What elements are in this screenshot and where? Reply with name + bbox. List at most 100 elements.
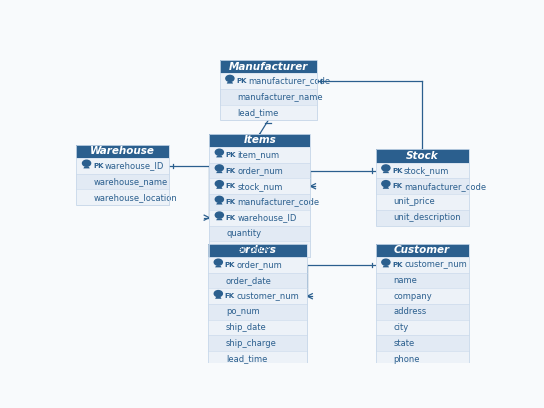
Text: FK: FK — [226, 199, 236, 205]
Text: ship_charge: ship_charge — [226, 339, 277, 348]
Text: manufacturer_code: manufacturer_code — [238, 197, 320, 206]
Polygon shape — [216, 155, 222, 157]
Circle shape — [215, 212, 224, 218]
Text: customer_num: customer_num — [404, 260, 467, 269]
Text: phone: phone — [393, 355, 420, 364]
Text: name: name — [393, 276, 417, 285]
Text: Items: Items — [244, 135, 276, 145]
Text: FK: FK — [225, 293, 235, 299]
FancyBboxPatch shape — [376, 304, 468, 320]
Polygon shape — [83, 166, 90, 169]
FancyBboxPatch shape — [376, 210, 468, 226]
Polygon shape — [216, 218, 222, 220]
Text: unit_price: unit_price — [393, 197, 435, 206]
FancyBboxPatch shape — [220, 60, 317, 73]
Polygon shape — [215, 266, 221, 267]
Text: manufacturer_code: manufacturer_code — [248, 77, 330, 86]
FancyBboxPatch shape — [376, 335, 468, 351]
FancyBboxPatch shape — [208, 304, 307, 320]
Text: orders: orders — [239, 245, 277, 255]
Text: PK: PK — [236, 78, 247, 84]
FancyBboxPatch shape — [76, 145, 169, 158]
Circle shape — [83, 160, 91, 166]
Text: order_num: order_num — [238, 166, 283, 175]
FancyBboxPatch shape — [209, 178, 311, 194]
Polygon shape — [382, 171, 389, 173]
Text: warehouse_ID: warehouse_ID — [238, 213, 297, 222]
FancyBboxPatch shape — [76, 189, 169, 205]
FancyBboxPatch shape — [208, 351, 307, 367]
Text: PK: PK — [392, 262, 403, 268]
FancyBboxPatch shape — [376, 244, 468, 257]
Text: order_date: order_date — [226, 276, 272, 285]
FancyBboxPatch shape — [76, 174, 169, 189]
FancyBboxPatch shape — [376, 163, 468, 178]
Text: Warehouse: Warehouse — [90, 146, 155, 156]
Text: warehouse_location: warehouse_location — [94, 193, 178, 202]
Text: city: city — [393, 323, 409, 332]
Polygon shape — [382, 266, 389, 267]
Polygon shape — [382, 187, 389, 189]
Text: state: state — [393, 339, 415, 348]
Circle shape — [214, 259, 222, 265]
Text: po_num: po_num — [226, 307, 259, 317]
Text: customer_num: customer_num — [237, 292, 299, 301]
FancyBboxPatch shape — [209, 134, 311, 147]
FancyBboxPatch shape — [376, 244, 469, 368]
Text: manufacturer_name: manufacturer_name — [238, 92, 323, 101]
Circle shape — [215, 149, 224, 155]
Text: PK: PK — [93, 163, 103, 169]
FancyBboxPatch shape — [376, 351, 468, 367]
Text: Customer: Customer — [394, 245, 450, 255]
FancyBboxPatch shape — [208, 335, 307, 351]
Text: quantity: quantity — [227, 229, 262, 238]
Text: Stock: Stock — [406, 151, 438, 161]
FancyBboxPatch shape — [208, 273, 307, 288]
FancyBboxPatch shape — [77, 145, 170, 206]
Text: stock_num: stock_num — [404, 166, 449, 175]
FancyBboxPatch shape — [376, 178, 468, 194]
FancyBboxPatch shape — [376, 288, 468, 304]
Text: lead_time: lead_time — [226, 355, 267, 364]
FancyBboxPatch shape — [376, 149, 468, 163]
FancyBboxPatch shape — [376, 150, 469, 226]
FancyBboxPatch shape — [220, 104, 317, 120]
FancyBboxPatch shape — [208, 288, 307, 304]
Text: order_num: order_num — [237, 260, 282, 269]
FancyBboxPatch shape — [220, 89, 317, 104]
Circle shape — [382, 165, 390, 171]
Text: warehouse_name: warehouse_name — [94, 177, 169, 186]
Text: manufacturer_code: manufacturer_code — [404, 182, 486, 191]
Text: stock_num: stock_num — [238, 182, 283, 191]
Text: unit_description: unit_description — [393, 213, 461, 222]
FancyBboxPatch shape — [209, 210, 311, 226]
FancyBboxPatch shape — [76, 158, 169, 174]
Text: FK: FK — [392, 183, 403, 189]
Polygon shape — [227, 82, 233, 84]
Text: address: address — [393, 307, 426, 317]
Polygon shape — [216, 171, 222, 173]
FancyBboxPatch shape — [209, 226, 311, 241]
Text: warehouse_ID: warehouse_ID — [105, 161, 164, 170]
FancyBboxPatch shape — [209, 244, 308, 368]
Circle shape — [382, 259, 390, 265]
FancyBboxPatch shape — [220, 73, 317, 89]
Circle shape — [215, 196, 224, 202]
Polygon shape — [216, 203, 222, 204]
Polygon shape — [215, 297, 221, 299]
Circle shape — [226, 75, 234, 82]
Text: ship_date: ship_date — [226, 323, 267, 332]
Circle shape — [215, 165, 224, 171]
Circle shape — [214, 290, 222, 297]
FancyBboxPatch shape — [209, 241, 311, 257]
FancyBboxPatch shape — [221, 60, 318, 121]
FancyBboxPatch shape — [208, 257, 307, 273]
FancyBboxPatch shape — [209, 147, 311, 163]
Text: FK: FK — [226, 183, 236, 189]
FancyBboxPatch shape — [209, 194, 311, 210]
Text: FK: FK — [226, 215, 236, 221]
FancyBboxPatch shape — [208, 320, 307, 335]
Text: item_num: item_num — [238, 150, 280, 160]
Text: PK: PK — [226, 152, 236, 158]
FancyBboxPatch shape — [209, 163, 311, 178]
